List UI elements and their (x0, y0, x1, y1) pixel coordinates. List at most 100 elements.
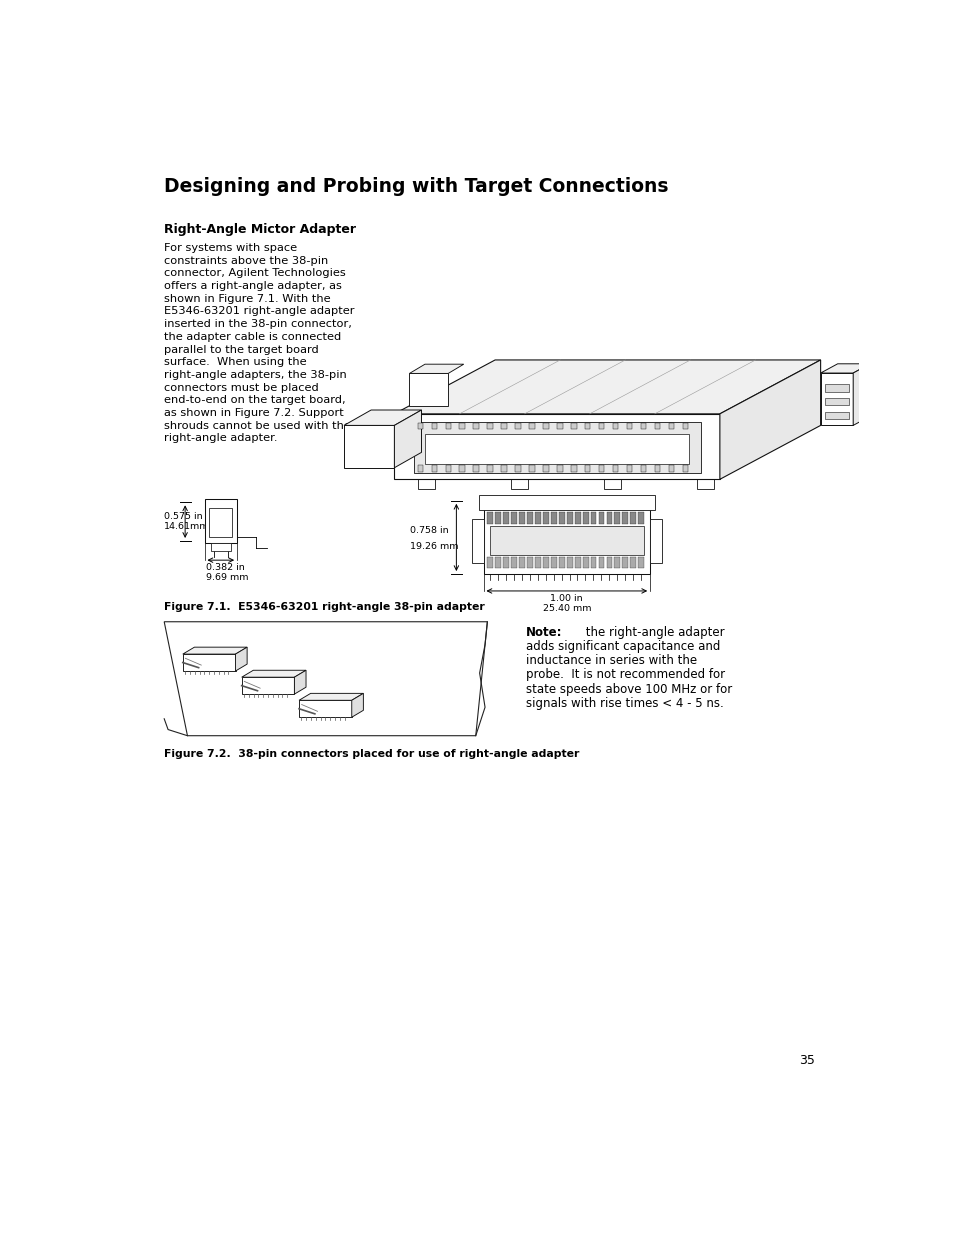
Text: inductance in series with the: inductance in series with the (525, 655, 697, 667)
Polygon shape (582, 511, 588, 524)
Polygon shape (529, 424, 534, 430)
Polygon shape (352, 693, 363, 718)
Polygon shape (487, 466, 493, 472)
Text: 0.758 in: 0.758 in (410, 526, 448, 535)
Polygon shape (431, 466, 436, 472)
Text: connectors must be placed: connectors must be placed (164, 383, 318, 393)
Polygon shape (626, 466, 632, 472)
Polygon shape (500, 466, 506, 472)
Polygon shape (344, 425, 394, 468)
Polygon shape (204, 499, 236, 543)
Polygon shape (487, 557, 493, 568)
Polygon shape (603, 479, 620, 489)
Polygon shape (515, 424, 520, 430)
Polygon shape (542, 424, 548, 430)
Polygon shape (417, 424, 422, 430)
Polygon shape (606, 557, 612, 568)
Polygon shape (550, 511, 557, 524)
Polygon shape (298, 693, 363, 700)
Text: right-angle adapters, the 38-pin: right-angle adapters, the 38-pin (164, 370, 347, 380)
Polygon shape (682, 466, 687, 472)
Text: parallel to the target board: parallel to the target board (164, 345, 318, 354)
Polygon shape (640, 466, 645, 472)
Polygon shape (566, 511, 572, 524)
Polygon shape (235, 647, 247, 671)
Text: signals with rise times < 4 - 5 ns.: signals with rise times < 4 - 5 ns. (525, 697, 723, 710)
Text: 19.26 mm: 19.26 mm (410, 542, 457, 551)
Polygon shape (241, 677, 294, 694)
Polygon shape (542, 466, 548, 472)
Polygon shape (852, 364, 869, 425)
Polygon shape (598, 466, 604, 472)
Polygon shape (183, 655, 235, 671)
Text: For systems with space: For systems with space (164, 243, 297, 253)
Polygon shape (557, 466, 562, 472)
Polygon shape (510, 479, 527, 489)
Polygon shape (574, 511, 580, 524)
Polygon shape (518, 511, 524, 524)
Text: Figure 7.1.  E5346-63201 right-angle 38-pin adapter: Figure 7.1. E5346-63201 right-angle 38-p… (164, 603, 484, 613)
Polygon shape (527, 557, 533, 568)
Polygon shape (638, 511, 643, 524)
Polygon shape (478, 495, 654, 510)
Polygon shape (654, 424, 659, 430)
Text: Note:: Note: (525, 626, 562, 638)
Polygon shape (495, 557, 500, 568)
Polygon shape (574, 557, 580, 568)
Polygon shape (473, 424, 478, 430)
Polygon shape (527, 511, 533, 524)
Polygon shape (445, 466, 451, 472)
Text: 35: 35 (799, 1053, 815, 1067)
Polygon shape (209, 508, 233, 537)
Text: shown in Figure 7.1. With the: shown in Figure 7.1. With the (164, 294, 331, 304)
Polygon shape (535, 557, 540, 568)
Polygon shape (483, 501, 649, 574)
Polygon shape (823, 384, 848, 391)
Polygon shape (511, 557, 517, 568)
Polygon shape (535, 511, 540, 524)
Polygon shape (529, 466, 534, 472)
Polygon shape (638, 557, 643, 568)
Polygon shape (649, 519, 661, 563)
Polygon shape (518, 557, 524, 568)
Text: 0.382 in: 0.382 in (206, 563, 245, 572)
Polygon shape (431, 424, 436, 430)
Polygon shape (590, 557, 596, 568)
Polygon shape (606, 511, 612, 524)
Polygon shape (612, 424, 618, 430)
Polygon shape (558, 557, 564, 568)
Polygon shape (489, 526, 643, 555)
Text: surface.  When using the: surface. When using the (164, 357, 307, 367)
Polygon shape (472, 519, 483, 563)
Text: 1.00 in: 1.00 in (550, 594, 582, 603)
Polygon shape (164, 621, 487, 736)
Polygon shape (495, 511, 500, 524)
Polygon shape (409, 364, 463, 373)
Polygon shape (241, 671, 306, 677)
Text: inserted in the 38-pin connector,: inserted in the 38-pin connector, (164, 319, 352, 330)
Polygon shape (626, 424, 632, 430)
Polygon shape (820, 364, 869, 373)
Text: 9.69 mm: 9.69 mm (206, 573, 249, 582)
Polygon shape (183, 647, 247, 655)
Polygon shape (459, 424, 464, 430)
Text: connector, Agilent Technologies: connector, Agilent Technologies (164, 268, 346, 278)
Text: 25.40 mm: 25.40 mm (542, 604, 591, 613)
Polygon shape (598, 511, 604, 524)
Polygon shape (584, 466, 590, 472)
Polygon shape (630, 557, 636, 568)
Text: 14.61mm: 14.61mm (164, 521, 210, 531)
Polygon shape (621, 557, 628, 568)
Polygon shape (473, 466, 478, 472)
Polygon shape (696, 479, 713, 489)
Text: 0.575 in: 0.575 in (164, 511, 203, 521)
Polygon shape (598, 424, 604, 430)
Polygon shape (823, 398, 848, 405)
Text: right-angle adapter.: right-angle adapter. (164, 433, 277, 443)
Polygon shape (668, 466, 674, 472)
Polygon shape (682, 424, 687, 430)
Polygon shape (823, 411, 848, 419)
Text: as shown in Figure 7.2. Support: as shown in Figure 7.2. Support (164, 408, 344, 419)
Polygon shape (582, 557, 588, 568)
Text: E5346-63201 right-angle adapter: E5346-63201 right-angle adapter (164, 306, 355, 316)
